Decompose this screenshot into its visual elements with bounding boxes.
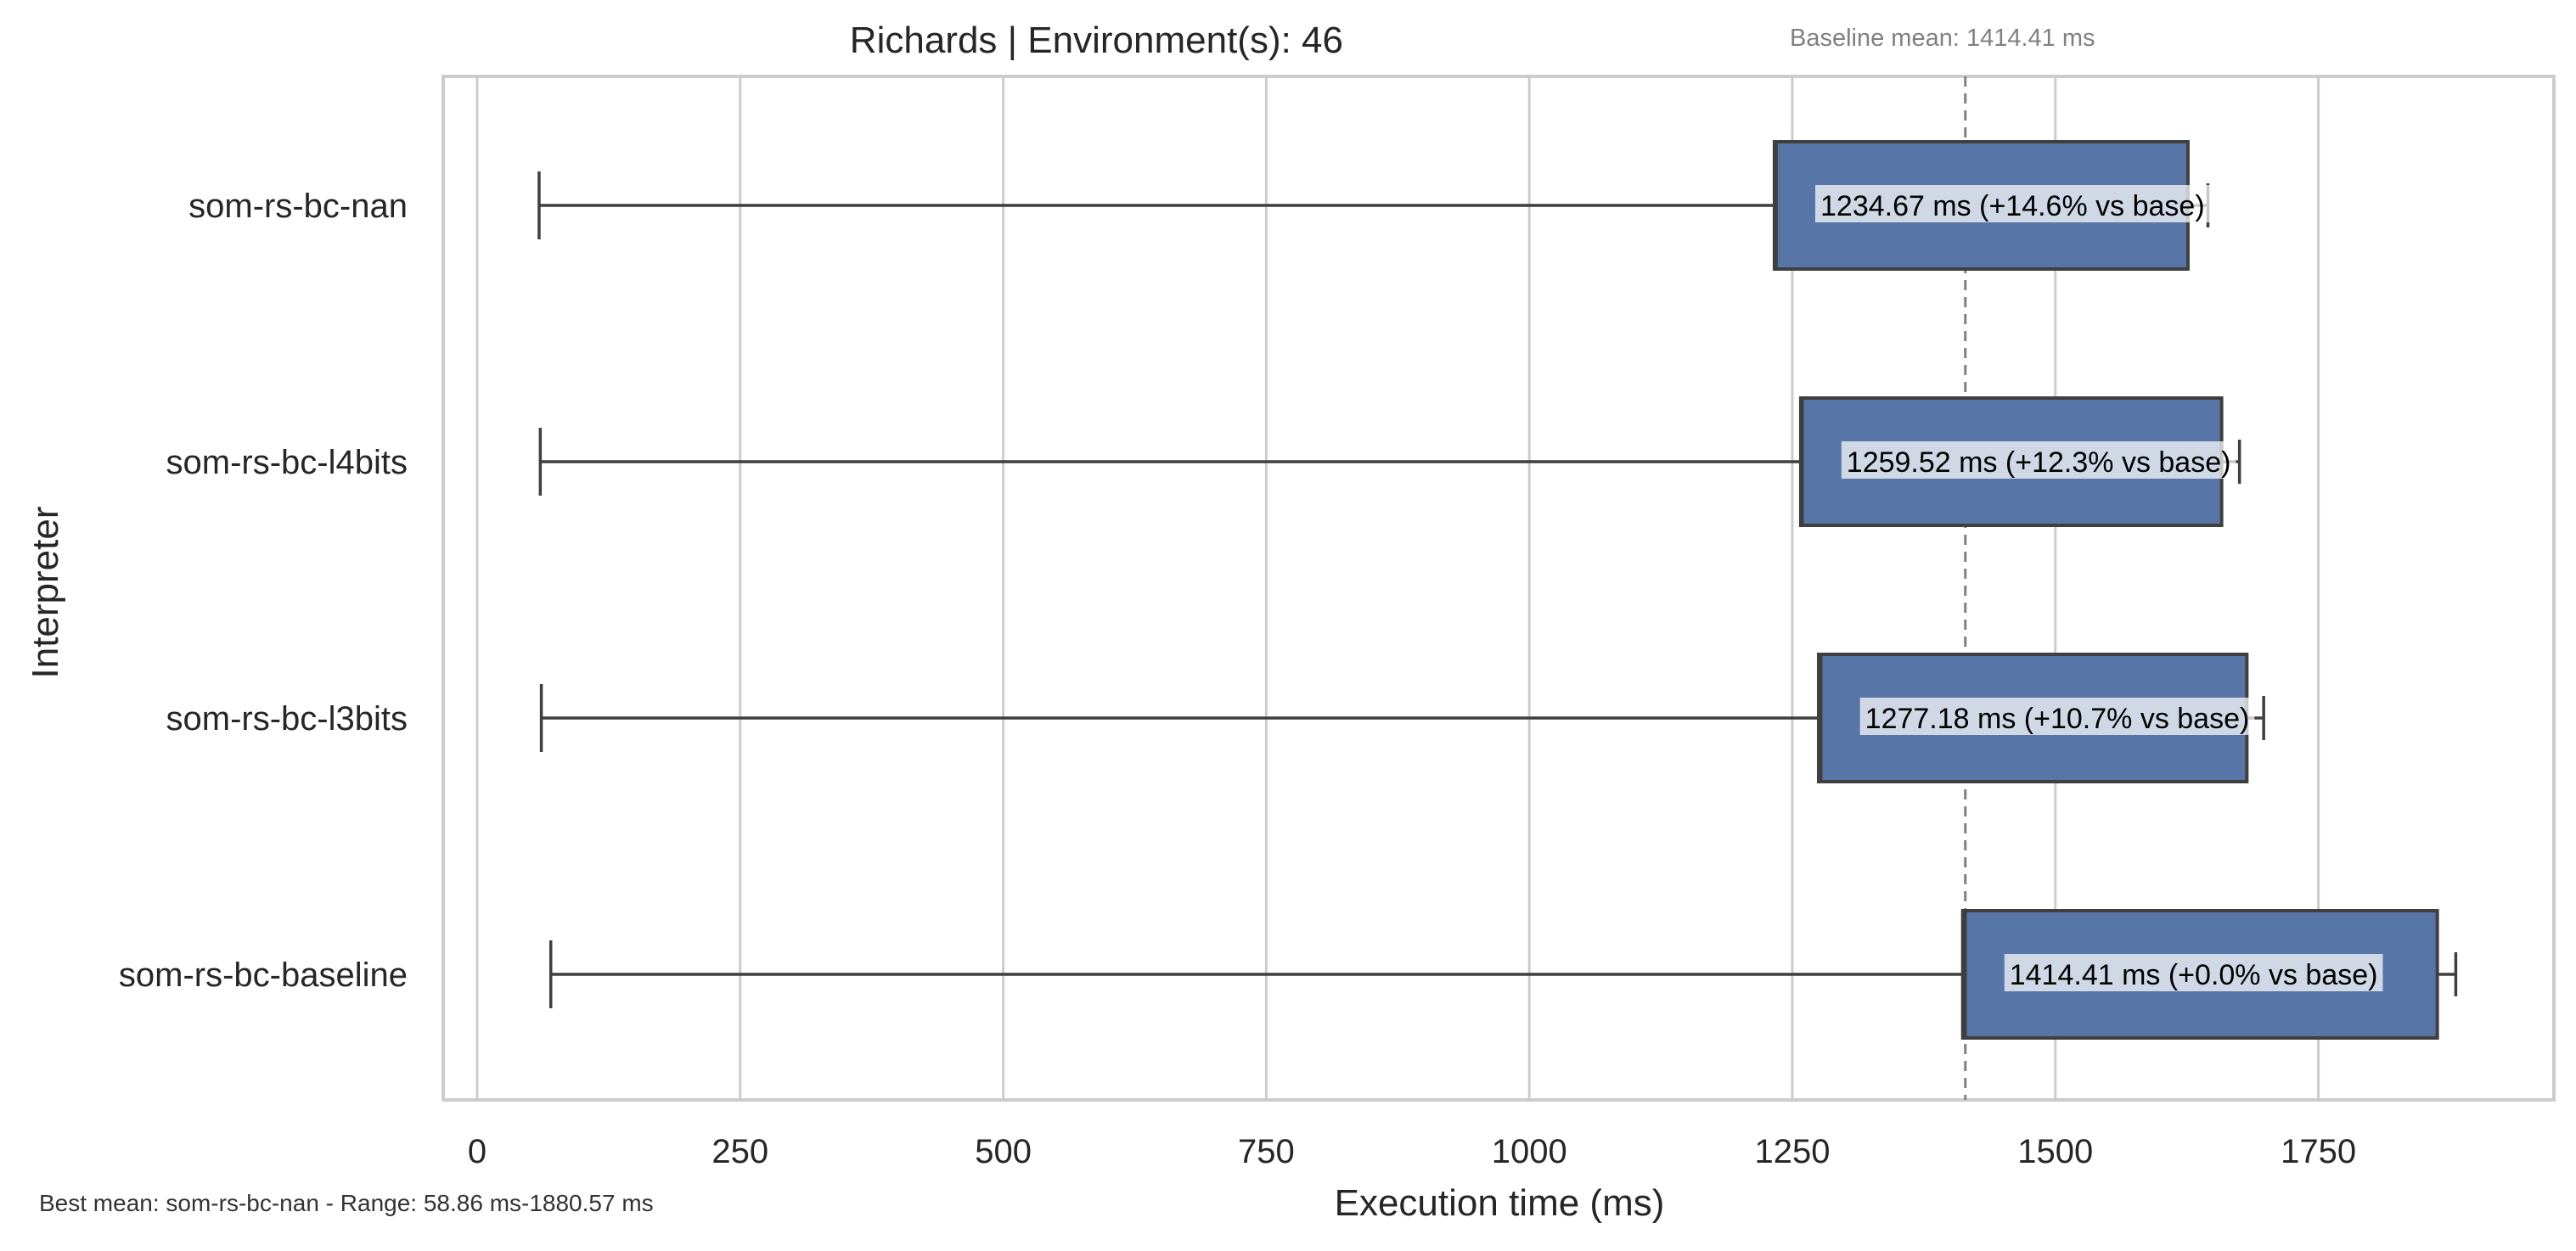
x-axis-label: Execution time (ms) <box>1335 1182 1665 1224</box>
box-plots: 1234.67 ms (+14.6% vs base) 1259.52 ms (+… <box>537 140 2458 1040</box>
x-tick-label: 250 <box>711 1133 768 1170</box>
box-plot-som-rs-bc-l4bits: 1259.52 ms (+12.3% vs base) <box>538 396 2241 527</box>
annotation-bg <box>1859 698 2255 735</box>
annotation-label: 1414.41 ms (+0.0% vs base) <box>2010 959 2378 991</box>
x-tick-labels: 0 250 500 750 1000 1250 1500 1750 <box>468 1133 2356 1170</box>
y-tick-label: som-rs-bc-nan <box>188 188 408 225</box>
plot-frame <box>442 75 2556 1102</box>
annotation-bg <box>2004 954 2383 991</box>
y-tick-label: som-rs-bc-l4bits <box>166 444 408 481</box>
y-tick-label: som-rs-bc-baseline <box>119 956 408 994</box>
x-tick-label: 750 <box>1238 1133 1295 1170</box>
chart-title: Richards | Environment(s): 46 <box>850 20 1343 61</box>
annotation-label: 1259.52 ms (+12.3% vs base) <box>1847 446 2231 479</box>
annotation-bg <box>1841 441 2236 479</box>
annotation-label: 1234.67 ms (+14.6% vs base) <box>1820 190 2205 222</box>
footer-note: Best mean: som-rs-bc-nan - Range: 58.86 … <box>39 1190 654 1216</box>
x-tick-label: 0 <box>468 1133 487 1170</box>
box-plot-som-rs-bc-l3bits: 1277.18 ms (+10.7% vs base) <box>539 653 2265 783</box>
y-axis-label: Interpreter <box>25 507 66 679</box>
annotation-bg <box>1815 185 2210 222</box>
y-tick-labels: som-rs-bc-nan som-rs-bc-l4bits som-rs-bc-l… <box>119 188 408 994</box>
x-tick-label: 1000 <box>1492 1133 1567 1170</box>
x-tick-label: 500 <box>975 1133 1032 1170</box>
baseline-note: Baseline mean: 1414.41 ms <box>1790 25 2095 52</box>
annotation-label: 1277.18 ms (+10.7% vs base) <box>1865 703 2250 735</box>
y-tick-label: som-rs-bc-l3bits <box>166 700 408 738</box>
x-tick-label: 1750 <box>2281 1133 2356 1170</box>
box-plot-som-rs-bc-baseline: 1414.41 ms (+0.0% vs base) <box>548 909 2458 1040</box>
x-tick-label: 1500 <box>2017 1133 2093 1170</box>
box-plot-som-rs-bc-nan: 1234.67 ms (+14.6% vs base) <box>537 140 2210 271</box>
x-tick-label: 1250 <box>1755 1133 1831 1170</box>
